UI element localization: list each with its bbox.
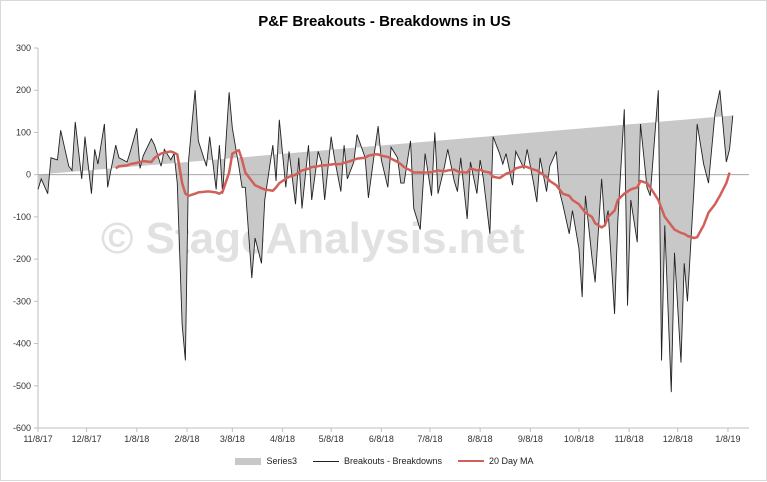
x-tick-label: 1/8/19	[715, 434, 740, 444]
x-tick-label: 4/8/18	[270, 434, 295, 444]
y-tick-label: -500	[13, 381, 31, 391]
legend-item-breakouts-breakdowns: Breakouts - Breakdowns	[312, 456, 443, 466]
x-tick-label: 9/8/18	[518, 434, 543, 444]
x-tick-label: 3/8/18	[220, 434, 245, 444]
legend-swatch-20-day-ma	[458, 460, 485, 462]
legend-swatch-series3	[235, 457, 262, 465]
ma20-line	[115, 148, 731, 240]
y-tick-label: -200	[13, 254, 31, 264]
watermark-text: © StageAnalysis.net	[101, 214, 525, 263]
legend-label-20-day-ma: 20 Day MA	[489, 456, 534, 466]
y-tick-label: -100	[13, 212, 31, 222]
x-tick-label: 2/8/18	[174, 434, 199, 444]
y-tick-label: 100	[16, 127, 31, 137]
y-tick-label: -400	[13, 339, 31, 349]
x-tick-label: 6/8/18	[369, 434, 394, 444]
y-tick-label: 200	[16, 85, 31, 95]
y-tick-label: -600	[13, 423, 31, 433]
chart-legend: Series3 Breakouts - Breakdowns 20 Day MA	[1, 456, 767, 466]
x-tick-label: 5/8/18	[319, 434, 344, 444]
x-tick-label: 8/8/18	[468, 434, 493, 444]
series3-area	[38, 90, 733, 393]
x-tick-label: 12/8/18	[663, 434, 693, 444]
y-tick-label: 300	[16, 43, 31, 53]
y-tick-label: 0	[26, 170, 31, 180]
legend-item-20-day-ma: 20 Day MA	[458, 456, 534, 466]
x-tick-label: 12/8/17	[72, 434, 102, 444]
chart-title: P&F Breakouts - Breakdowns in US	[258, 13, 511, 30]
x-tick-label: 11/8/17	[23, 434, 52, 444]
x-tick-label: 1/8/18	[124, 434, 149, 444]
legend-item-series3: Series3	[235, 456, 297, 466]
x-tick-label: 7/8/18	[417, 434, 442, 444]
breakouts-breakdowns-line	[37, 90, 734, 393]
x-tick-label: 11/8/18	[614, 434, 643, 444]
x-tick-label: 10/8/18	[564, 434, 594, 444]
legend-label-series3: Series3	[266, 456, 297, 466]
legend-label-breakouts-breakdowns: Breakouts - Breakdowns	[343, 456, 443, 466]
legend-swatch-breakouts-breakdowns	[312, 460, 339, 462]
y-tick-label: -300	[13, 296, 31, 306]
